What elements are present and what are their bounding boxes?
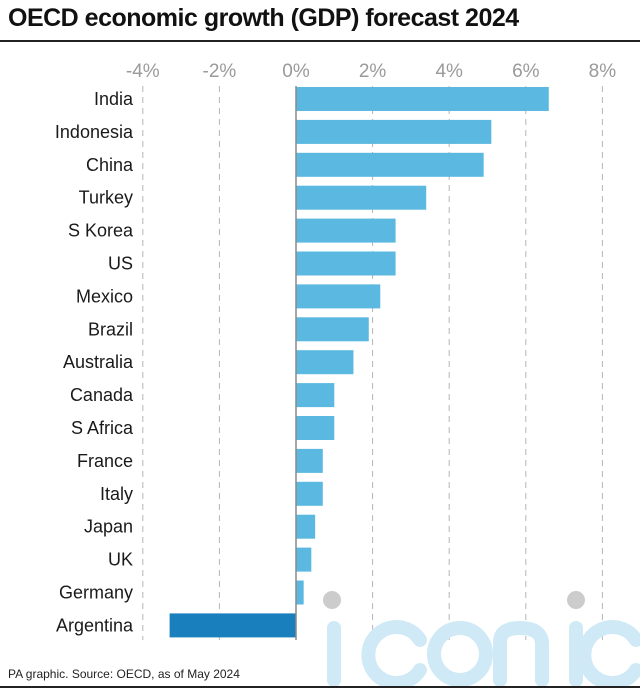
category-label: Mexico — [76, 286, 133, 306]
bar-india — [296, 87, 549, 111]
bar-canada — [296, 383, 335, 408]
x-tick-label: 0% — [282, 61, 310, 82]
category-label: UK — [108, 550, 133, 570]
bar-australia — [296, 350, 354, 375]
bar-s-korea — [296, 218, 396, 243]
x-tick-label: 8% — [589, 61, 617, 82]
category-label: Turkey — [79, 188, 133, 208]
x-tick-label: -4% — [126, 61, 160, 82]
bar-indonesia — [296, 119, 492, 144]
category-label: Brazil — [88, 319, 133, 339]
bottom-divider — [0, 686, 640, 688]
category-label: Argentina — [56, 615, 134, 635]
bar-germany — [296, 580, 304, 605]
source-note: PA graphic. Source: OECD, as of May 2024 — [8, 667, 240, 681]
bar-argentina — [169, 613, 296, 638]
bar-turkey — [296, 185, 427, 210]
bars — [169, 87, 549, 638]
grid-lines — [142, 86, 603, 640]
bar-s-africa — [296, 416, 335, 440]
bar-us — [296, 251, 396, 276]
bar-france — [296, 448, 323, 473]
category-label: Indonesia — [55, 122, 134, 142]
category-label: S Africa — [71, 418, 134, 438]
x-tick-label: 6% — [512, 61, 540, 82]
category-label: China — [86, 155, 134, 175]
title-divider — [0, 40, 640, 42]
bar-brazil — [296, 317, 369, 342]
bar-uk — [296, 547, 312, 572]
category-label: S Korea — [68, 221, 134, 241]
iconic-watermark: iconic — [323, 591, 640, 686]
category-labels: India Indonesia China Turkey S Korea US Mexico… — [55, 89, 134, 635]
category-label: Australia — [63, 352, 134, 372]
x-tick-label: 4% — [435, 61, 463, 82]
bar-china — [296, 152, 484, 177]
category-label: Japan — [84, 517, 133, 537]
bar-japan — [296, 514, 316, 539]
category-label: Italy — [100, 484, 133, 504]
x-tick-label: -2% — [203, 61, 237, 82]
bar-italy — [296, 481, 323, 506]
chart-title: OECD economic growth (GDP) forecast 2024 — [8, 4, 519, 32]
category-label: Germany — [59, 583, 133, 603]
category-label: Canada — [70, 385, 134, 405]
x-tick-label: 2% — [359, 61, 387, 82]
category-label: US — [108, 254, 133, 274]
x-tick-labels: -4% -2% 0% 2% 4% 6% 8% — [126, 61, 616, 82]
category-label: France — [77, 451, 133, 471]
bar-mexico — [296, 284, 381, 309]
category-label: India — [94, 89, 134, 109]
